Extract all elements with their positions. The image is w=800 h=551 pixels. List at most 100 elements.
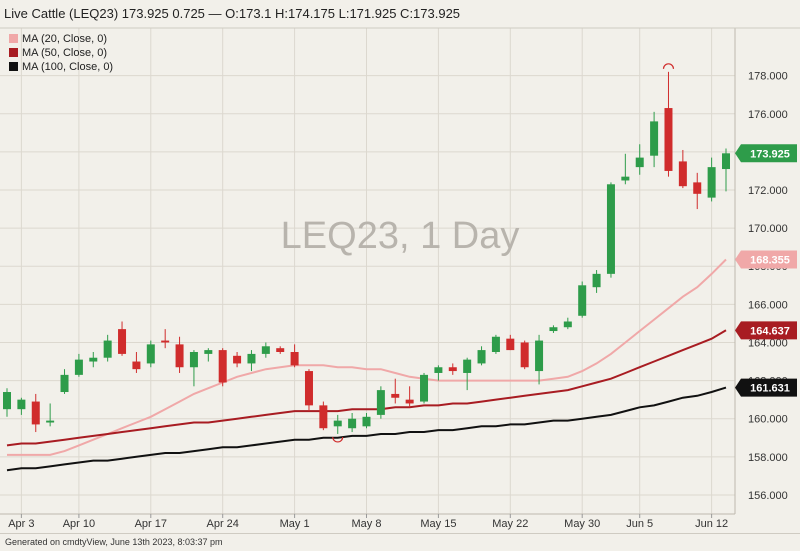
candle[interactable] bbox=[103, 334, 112, 362]
x-tick-label: Jun 5 bbox=[626, 518, 653, 530]
candle-body bbox=[261, 346, 270, 354]
legend: MA (20, Close, 0) MA (50, Close, 0) MA (10… bbox=[9, 33, 113, 73]
candle[interactable] bbox=[722, 148, 730, 192]
candle[interactable] bbox=[678, 149, 687, 189]
candle[interactable] bbox=[420, 372, 429, 404]
candlesticks[interactable] bbox=[3, 63, 730, 443]
moving-average-lines bbox=[6, 258, 727, 472]
ma100-value-tag: 161.631 bbox=[735, 378, 797, 397]
candle-body bbox=[506, 338, 515, 351]
legend-swatch bbox=[9, 34, 18, 43]
y-tick-label: 160.000 bbox=[748, 414, 788, 426]
candle-body bbox=[146, 344, 155, 364]
value-tag-bg bbox=[735, 321, 797, 340]
x-tick-label: Apr 24 bbox=[206, 518, 238, 530]
candle-body bbox=[678, 161, 687, 187]
candle-body bbox=[3, 392, 11, 410]
chart-watermark: LEQ23, 1 Day bbox=[281, 215, 520, 257]
y-tick-label: 156.000 bbox=[748, 490, 788, 502]
candle[interactable] bbox=[391, 378, 400, 404]
candle-body bbox=[362, 416, 371, 427]
candle[interactable] bbox=[707, 157, 716, 202]
candle-body bbox=[707, 167, 716, 198]
candle[interactable] bbox=[693, 172, 702, 210]
candle[interactable] bbox=[463, 357, 472, 391]
candle-body bbox=[290, 352, 299, 366]
footer-generated-note: Generated on cmdtyView, June 13th 2023, … bbox=[0, 533, 800, 551]
legend-entry: MA (20, Close, 0) bbox=[22, 33, 107, 45]
candle[interactable] bbox=[17, 397, 26, 415]
candle[interactable] bbox=[218, 348, 227, 387]
candle-body bbox=[118, 329, 127, 354]
candle[interactable] bbox=[563, 317, 572, 330]
y-tick-label: 166.000 bbox=[748, 299, 788, 311]
candle-body bbox=[204, 350, 213, 354]
candle[interactable] bbox=[348, 412, 357, 433]
candle[interactable] bbox=[535, 334, 544, 385]
candle[interactable] bbox=[89, 352, 98, 368]
candle[interactable] bbox=[333, 414, 342, 434]
candle[interactable] bbox=[362, 412, 371, 429]
price-chart[interactable]: LEQ23, 1 Day 156.000158.000160.000162.00… bbox=[0, 0, 800, 533]
candle[interactable] bbox=[520, 340, 529, 370]
candle[interactable] bbox=[276, 346, 285, 354]
candle[interactable] bbox=[578, 281, 587, 318]
candle-body bbox=[319, 405, 328, 429]
candle[interactable] bbox=[405, 386, 414, 408]
x-tick-label: Jun 12 bbox=[695, 518, 728, 530]
candle-body bbox=[247, 353, 256, 364]
candle[interactable] bbox=[60, 369, 69, 394]
ma100-line bbox=[6, 386, 727, 472]
candle[interactable] bbox=[448, 363, 457, 375]
candle-body bbox=[46, 420, 55, 423]
candle-body bbox=[376, 390, 385, 415]
legend-swatch bbox=[9, 48, 18, 57]
candle[interactable] bbox=[261, 342, 270, 358]
candle-body bbox=[535, 340, 544, 372]
candle[interactable] bbox=[635, 144, 644, 175]
candle[interactable] bbox=[477, 346, 486, 366]
candle[interactable] bbox=[204, 348, 213, 362]
candle[interactable] bbox=[606, 182, 615, 278]
candle[interactable] bbox=[491, 334, 500, 354]
value-tag-bg bbox=[735, 144, 797, 163]
candle[interactable] bbox=[304, 369, 313, 412]
candle[interactable] bbox=[247, 350, 256, 372]
candle[interactable] bbox=[146, 340, 155, 368]
candle-body bbox=[592, 273, 601, 288]
candle[interactable] bbox=[376, 386, 385, 419]
candle-body bbox=[161, 340, 170, 343]
candle-body bbox=[405, 399, 414, 404]
x-tick-label: May 8 bbox=[352, 518, 382, 530]
value-tag-bg bbox=[735, 378, 797, 397]
candle[interactable] bbox=[290, 344, 299, 368]
x-tick-label: May 1 bbox=[280, 518, 310, 530]
candle-body bbox=[103, 340, 112, 358]
candle[interactable] bbox=[434, 365, 443, 381]
candle-body bbox=[17, 399, 26, 410]
candle-body bbox=[621, 176, 630, 181]
candle[interactable] bbox=[161, 329, 170, 349]
candle[interactable] bbox=[621, 153, 630, 185]
candle[interactable] bbox=[506, 334, 515, 351]
candle-body bbox=[477, 350, 486, 364]
period-high-marker bbox=[662, 63, 675, 69]
candle[interactable] bbox=[592, 270, 601, 293]
candle[interactable] bbox=[46, 403, 55, 427]
candle[interactable] bbox=[74, 353, 83, 377]
x-tick-label: Apr 10 bbox=[63, 518, 95, 530]
candle-body bbox=[578, 285, 587, 316]
candle[interactable] bbox=[233, 352, 242, 368]
candle[interactable] bbox=[132, 352, 141, 373]
candle[interactable] bbox=[319, 401, 328, 431]
candle[interactable] bbox=[189, 350, 198, 387]
y-tick-label: 176.000 bbox=[748, 109, 788, 121]
candle[interactable] bbox=[175, 336, 184, 373]
candle[interactable] bbox=[118, 321, 127, 356]
candle-body bbox=[520, 342, 529, 368]
candle[interactable] bbox=[3, 388, 11, 417]
candle[interactable] bbox=[650, 111, 659, 168]
candle[interactable] bbox=[664, 71, 673, 177]
candle[interactable] bbox=[31, 393, 40, 433]
candle[interactable] bbox=[549, 325, 558, 333]
